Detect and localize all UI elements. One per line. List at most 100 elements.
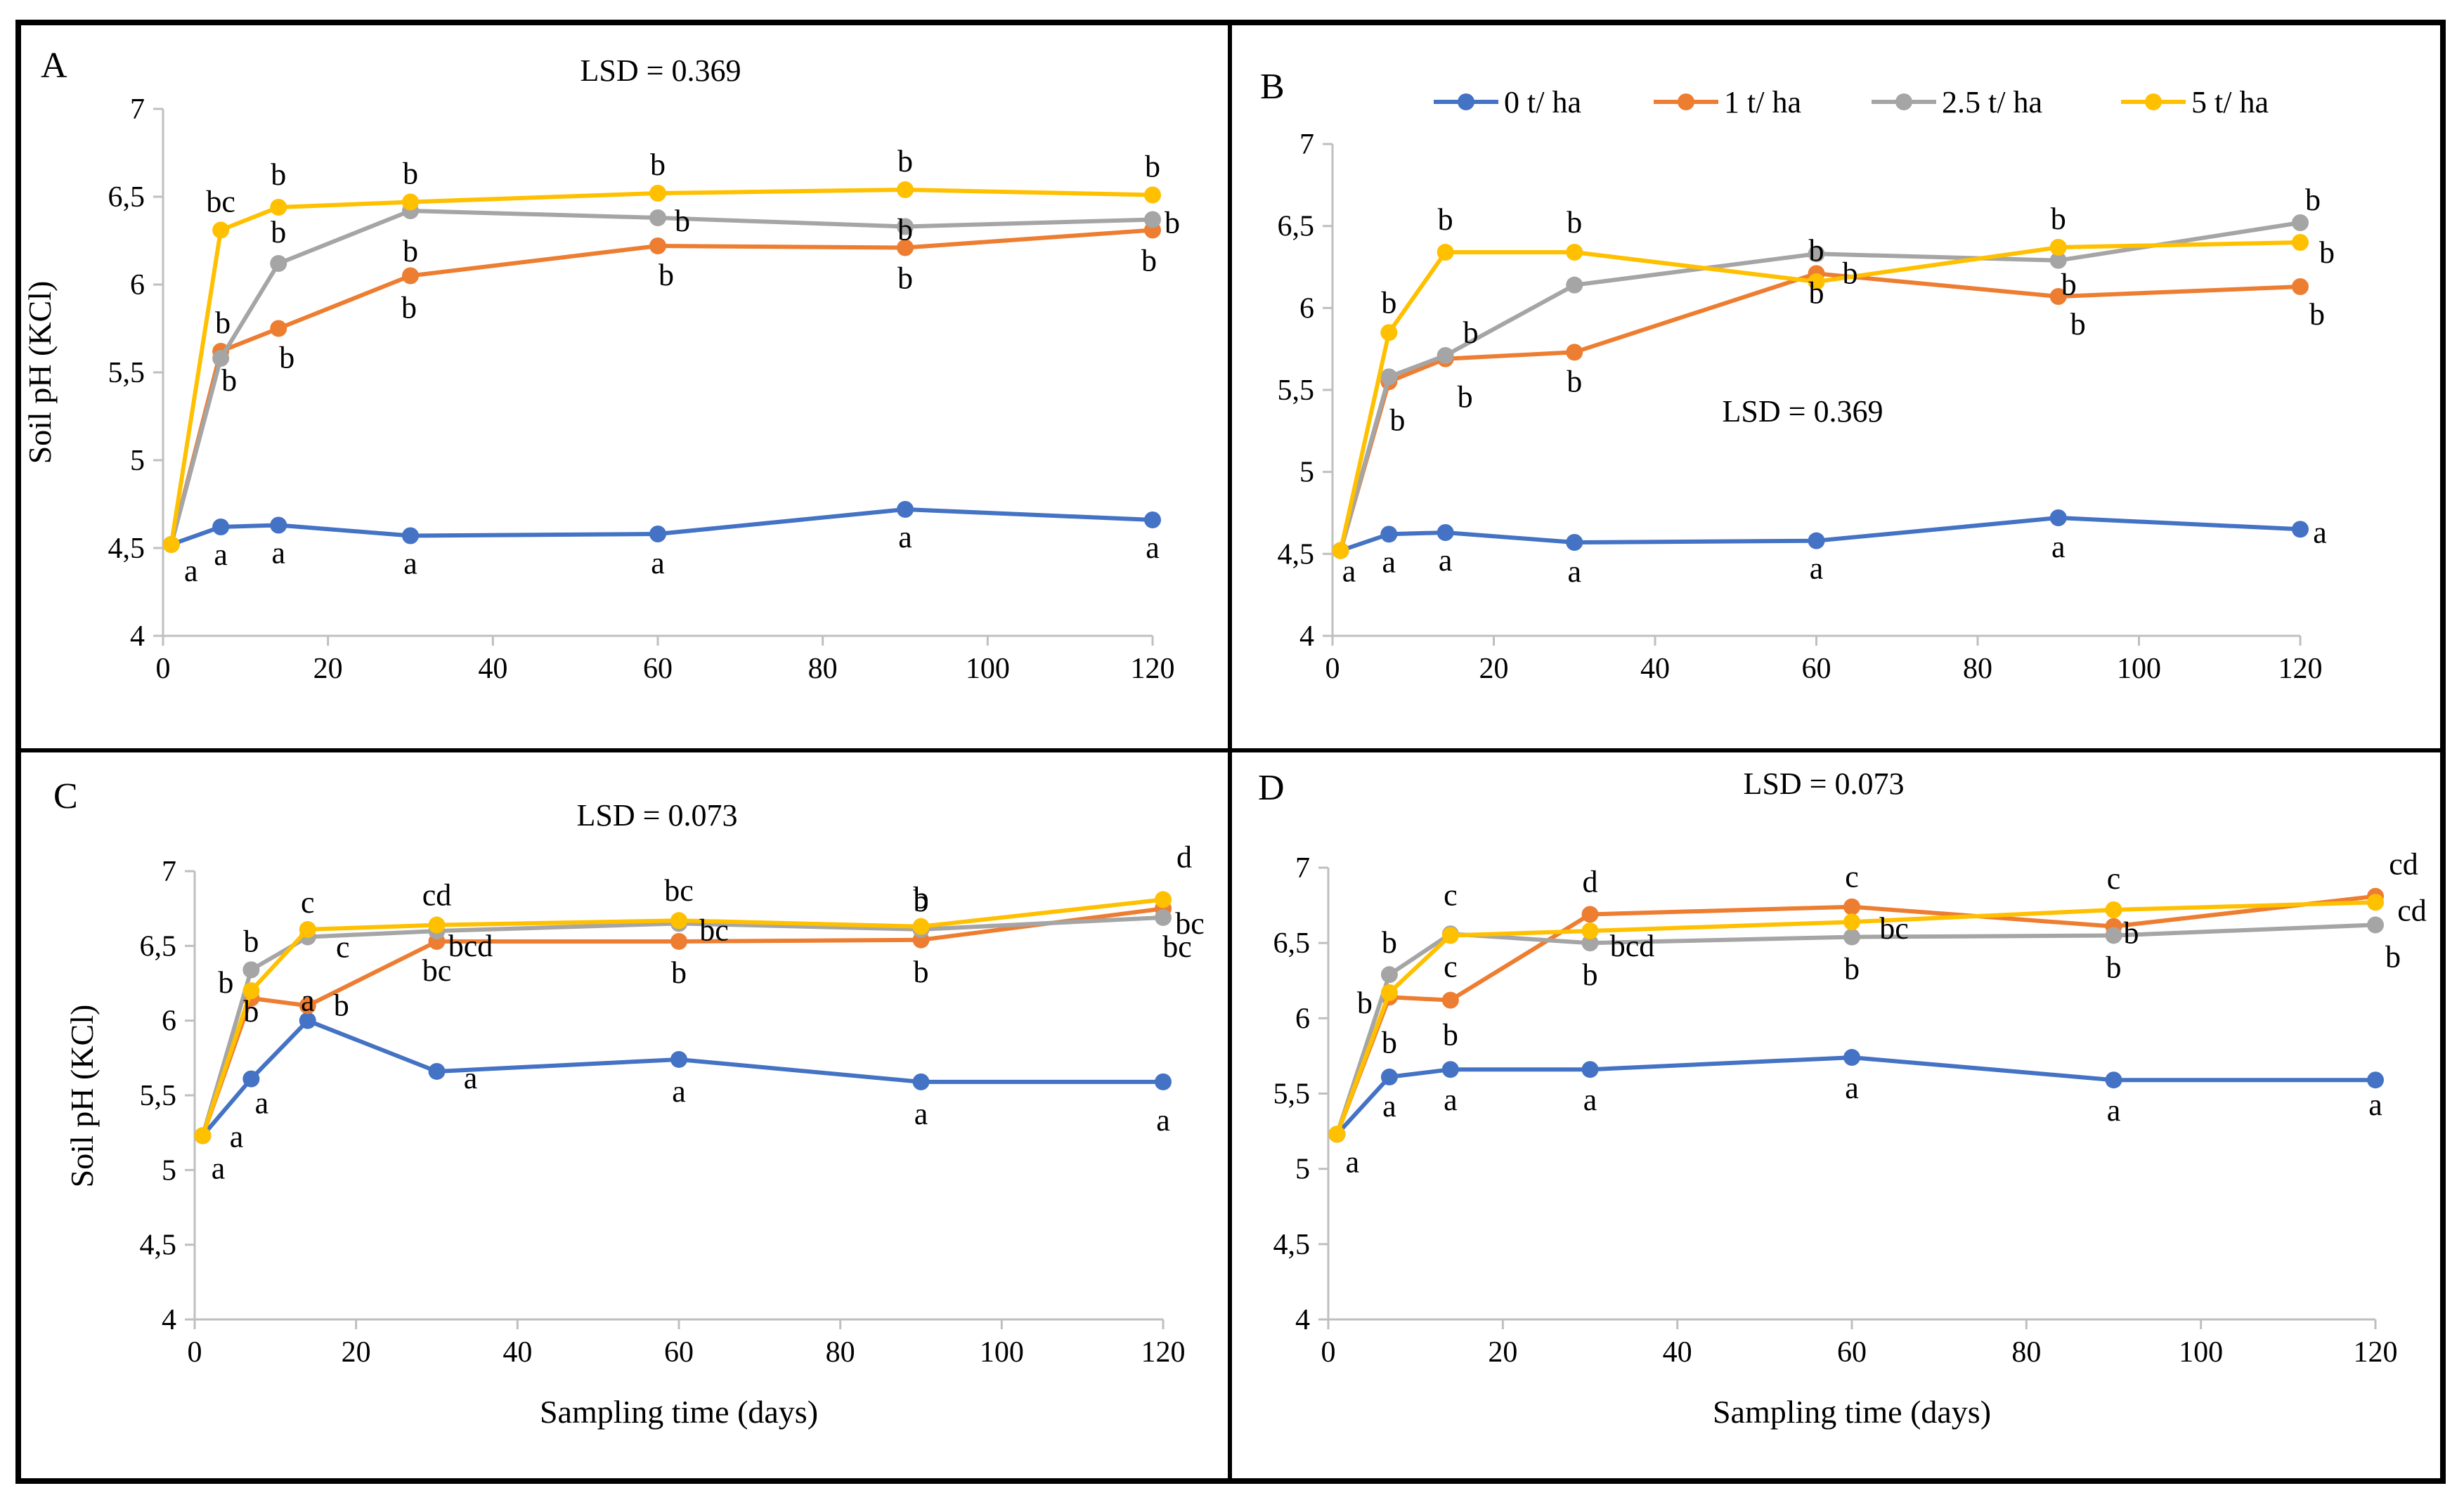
data-point [1380,966,1398,984]
data-point [242,1070,260,1088]
y-tick-label: 7 [1299,129,1314,161]
data-point [649,237,666,254]
y-tick-label: 5,5 [140,1080,177,1112]
data-point [1808,532,1825,549]
y-axis-title: Soil pH (KCl) [22,281,58,464]
legend-swatch-marker [1678,93,1694,110]
significance-letter: b [1583,958,1598,992]
significance-letter: b [215,306,231,340]
data-point [242,982,260,1000]
significance-letter: b [897,144,913,178]
significance-letter: a [1845,1071,1859,1105]
y-tick-label: 5 [1295,1154,1310,1186]
data-point [1843,1049,1860,1067]
data-point [270,320,287,337]
y-tick-label: 4,5 [1278,538,1315,570]
data-point [1144,186,1161,204]
significance-letter: c [1845,860,1859,894]
significance-letter: b [897,213,913,247]
x-tick-label: 60 [1802,653,1831,685]
y-tick-label: 7 [162,856,176,888]
significance-letter: b [2061,268,2077,302]
significance-letter: a [230,1119,244,1154]
significance-letter: bc [1175,906,1205,941]
data-point [1155,1073,1172,1090]
data-point [1437,347,1454,364]
significance-letter: b [2106,950,2122,984]
data-point [1332,542,1349,559]
significance-letter: b [2319,235,2335,270]
x-tick-label: 60 [664,1336,694,1369]
significance-letter: a [1567,554,1581,589]
data-point [270,255,287,272]
data-point [2367,916,2384,934]
panel-b: 4 4,5 5 5,5 6 6,5 7 0 20 40 60 80 100 120 B LSD = 0.369… [1260,67,2335,685]
panel-d: 4 4,5 5 5,5 6 6,5 7 0 20 40 60 80 100 120 D LSD = 0.073… [1258,767,2427,1430]
significance-letter: b [334,988,349,1022]
y-tick-label: 6 [130,269,145,301]
significance-letter: cd [422,878,452,913]
significance-letter: b [243,994,259,1029]
data-point [912,1073,930,1090]
significance-letter: a [898,520,912,554]
significance-letter: a [2051,530,2066,564]
data-point [1380,1068,1398,1085]
significance-letter: b [1809,233,1824,268]
legend-item: 5 t/ ha [2121,85,2269,119]
significance-letter: c [1444,949,1458,984]
significance-letter: b [218,965,233,1000]
significance-letter: b [914,884,929,918]
significance-letter: b [1382,1025,1397,1059]
significance-letter: b [1145,150,1160,184]
data-point [1566,276,1583,294]
data-point [2292,521,2309,538]
significance-letter: bc [1879,911,1909,946]
data-point [670,932,687,950]
data-point [2049,509,2067,526]
x-tick-label: 40 [478,653,507,685]
data-point [212,519,230,535]
y-tick-label: 6 [162,1005,176,1038]
significance-letter: a [1810,552,1824,586]
data-point [299,920,316,938]
data-point [1380,368,1398,386]
x-tick-label: 20 [313,653,343,685]
data-point [1441,927,1459,944]
data-point [1380,324,1398,341]
series-0-t-ha [1332,509,2309,559]
data-point [1581,934,1599,952]
significance-letter: a [212,1151,226,1185]
significance-letter: a [1583,1083,1597,1117]
data-point [1843,898,1860,915]
significance-letter: bc [422,953,452,988]
panel-label: B [1260,67,1285,107]
data-point [1581,906,1599,923]
data-point [1441,991,1459,1009]
significance-letter: a [651,546,665,580]
data-point [2105,901,2122,919]
data-point [242,961,260,979]
panel-a: 4 4,5 5 5,5 6 6,5 7 0 20 40 60 80 100 120 A LSD = 0.369… [22,46,1180,685]
data-point [1380,984,1398,1001]
x-tick-label: 80 [826,1336,855,1369]
x-tick-label: 60 [643,653,673,685]
data-point [212,350,230,367]
y-tick-label: 4 [162,1304,176,1336]
legend-swatch-marker [1458,93,1474,110]
legend-label: 1 t/ ha [1724,85,1801,119]
significance-letter: bc [1162,930,1192,964]
data-point [428,1062,446,1080]
significance-letter: a [1382,1089,1396,1123]
significance-letter: a [1439,543,1453,578]
significance-letter: b [1438,202,1453,237]
legend-label: 0 t/ ha [1504,85,1581,119]
significance-letter: a [1156,1103,1170,1137]
significance-letter: b [2051,202,2066,236]
data-point [670,912,687,930]
data-point [2105,927,2122,944]
legend-item: 1 t/ ha [1654,85,1801,119]
significance-letter: b [914,881,929,915]
significance-letter: a [1342,554,1356,589]
significance-letter: a [2313,515,2327,549]
data-point [1566,344,1583,361]
